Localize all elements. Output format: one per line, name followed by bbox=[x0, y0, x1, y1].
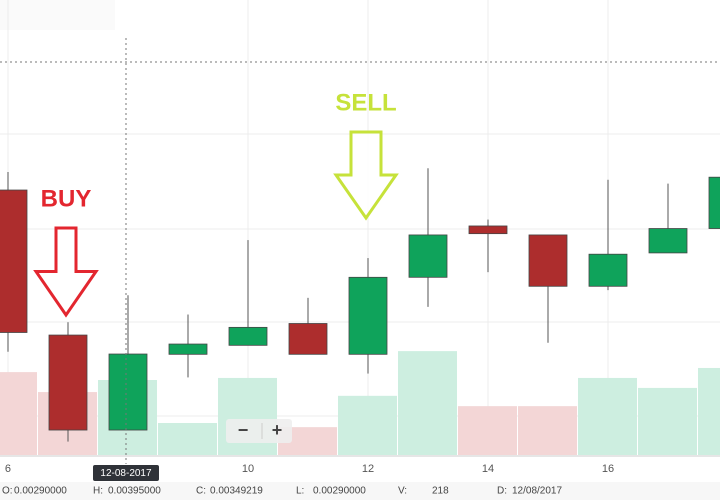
volume-bar bbox=[457, 406, 517, 455]
annotation-arrow bbox=[333, 130, 399, 221]
x-tick-label: 10 bbox=[242, 463, 254, 475]
status-value: 12/08/2017 bbox=[512, 486, 562, 497]
candle-body bbox=[48, 334, 88, 431]
annotation-label: SELL bbox=[335, 89, 396, 116]
volume-bar bbox=[697, 367, 720, 455]
crosshair-label-box bbox=[92, 465, 159, 481]
x-tick-label: 6 bbox=[5, 463, 11, 475]
candle-body bbox=[528, 234, 568, 287]
candle-body bbox=[468, 225, 508, 235]
x-axis: 6 10 12 14 16 bbox=[5, 463, 614, 475]
crosshair-label: 12-08-2017 bbox=[100, 468, 152, 479]
status-items: O: 0.00290000 H: 0.00395000 C: 0.00349219 L: 0.… bbox=[2, 486, 562, 497]
candle-body bbox=[168, 343, 208, 355]
candle-body bbox=[708, 176, 720, 229]
volume-bar bbox=[157, 423, 217, 455]
status-label: D: bbox=[497, 486, 507, 497]
status-bar bbox=[0, 482, 720, 500]
volume-bar bbox=[337, 395, 397, 455]
annotations: BUY SELL bbox=[33, 89, 399, 318]
annotation-arrow bbox=[33, 226, 99, 318]
status-value: 0.00290000 bbox=[313, 486, 366, 497]
crosshair: 12-08-2017 bbox=[92, 38, 159, 481]
volume-bar bbox=[0, 372, 37, 455]
volume-bar bbox=[577, 377, 637, 455]
status-label: V: bbox=[398, 486, 407, 497]
candle-body bbox=[288, 323, 328, 355]
candle-body bbox=[648, 228, 688, 254]
candle-body bbox=[408, 234, 448, 278]
candle-body bbox=[348, 276, 388, 355]
candle-body bbox=[228, 326, 268, 346]
status-label: H: bbox=[93, 486, 103, 497]
corner-panel bbox=[0, 0, 115, 30]
status-value: 0.00395000 bbox=[108, 486, 161, 497]
zoom-in-button[interactable]: + bbox=[272, 420, 283, 440]
volume-bar bbox=[517, 406, 577, 455]
volume-bar bbox=[397, 351, 457, 455]
status-label: L: bbox=[296, 486, 304, 497]
annotation-label: BUY bbox=[41, 185, 92, 212]
candle-body bbox=[108, 353, 148, 431]
x-tick-label: 12 bbox=[362, 463, 374, 475]
volume-bar bbox=[217, 377, 277, 455]
status-label: C: bbox=[196, 486, 206, 497]
candles bbox=[0, 168, 720, 442]
zoom-panel bbox=[226, 419, 292, 443]
status-value: 0.00290000 bbox=[14, 486, 67, 497]
status-label: O: bbox=[2, 486, 13, 497]
status-value: 0.00349219 bbox=[210, 486, 263, 497]
candle-body bbox=[0, 189, 28, 333]
status-value: 218 bbox=[432, 486, 449, 497]
volume-bar bbox=[637, 387, 697, 455]
x-tick-label: 14 bbox=[482, 463, 494, 475]
x-tick-label: 16 bbox=[602, 463, 614, 475]
candle-body bbox=[588, 253, 628, 287]
zoom-controls: − + bbox=[226, 419, 292, 443]
zoom-out-button[interactable]: − bbox=[238, 420, 249, 440]
